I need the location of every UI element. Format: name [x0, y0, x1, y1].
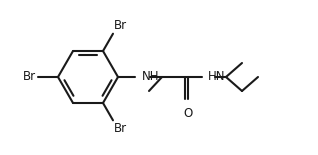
- Text: HN: HN: [208, 71, 225, 84]
- Text: Br: Br: [23, 71, 36, 84]
- Text: O: O: [183, 107, 193, 120]
- Text: Br: Br: [114, 19, 127, 32]
- Text: NH: NH: [142, 71, 160, 84]
- Text: Br: Br: [114, 122, 127, 135]
